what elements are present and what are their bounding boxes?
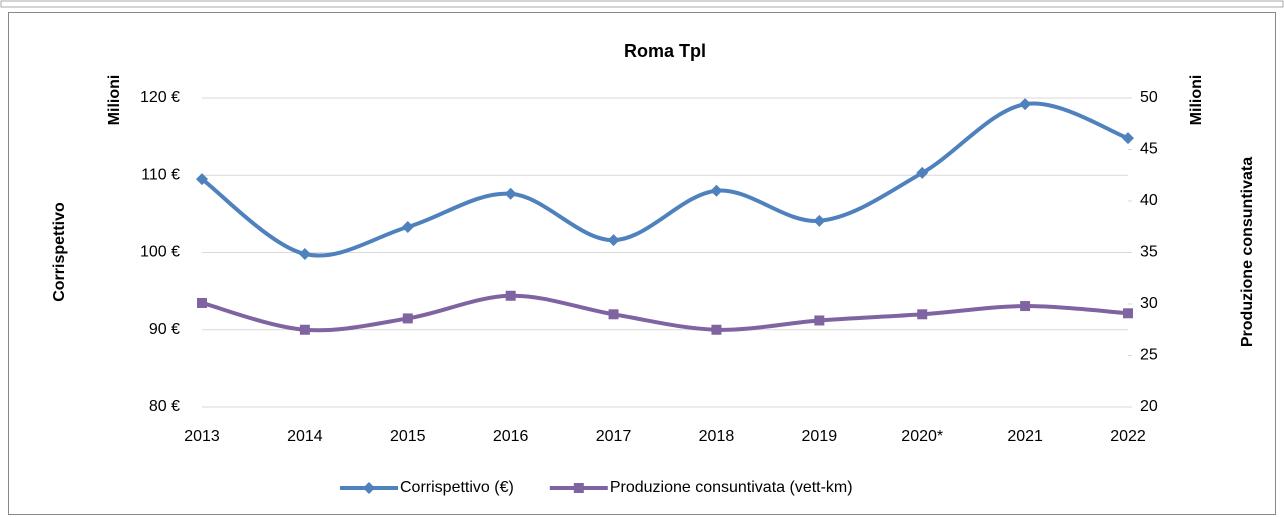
data-point — [916, 166, 929, 179]
data-point — [196, 173, 208, 186]
chart-frame — [8, 12, 1276, 515]
x-tick-label: 2015 — [390, 428, 426, 445]
data-point — [814, 315, 825, 326]
y2-tick-label: 45 — [1140, 141, 1158, 158]
legend-marker — [363, 482, 375, 494]
y2-axis-title: Produzione consuntivata — [1239, 157, 1256, 347]
y2-axis-unit: Milioni — [1188, 75, 1205, 126]
legend-marker — [573, 483, 584, 493]
y-tick-label: 80 € — [149, 398, 180, 415]
data-point — [197, 297, 207, 308]
data-point — [402, 313, 413, 324]
data-point — [504, 187, 517, 200]
x-tick-label: 2020* — [901, 428, 943, 445]
series-line — [200, 101, 1130, 258]
x-tick-label: 2022 — [1110, 428, 1146, 445]
y2-tick-label: 20 — [1140, 398, 1158, 415]
top-bar — [0, 0, 1284, 8]
data-point — [401, 221, 414, 234]
data-point — [917, 309, 928, 320]
data-point — [607, 234, 620, 247]
data-point — [298, 248, 311, 261]
y2-tick-label: 50 — [1140, 89, 1158, 106]
y-tick-label: 90 € — [149, 321, 180, 338]
legend-label: Produzione consuntivata (vett-km) — [610, 479, 853, 496]
data-point — [711, 324, 722, 335]
y-axis-title: Corrispettivo — [51, 202, 68, 302]
data-point — [1123, 308, 1133, 319]
data-point — [505, 290, 516, 301]
x-tick-label: 2021 — [1007, 428, 1043, 445]
data-point — [299, 324, 310, 335]
x-tick-label: 2018 — [699, 428, 735, 445]
data-point — [608, 309, 619, 320]
legend-label: Corrispettivo (€) — [400, 479, 514, 496]
data-point — [1019, 98, 1032, 111]
y2-tick-label: 30 — [1140, 295, 1158, 312]
series-line — [200, 293, 1130, 333]
y-tick-label: 120 € — [140, 89, 180, 106]
y-tick-label: 100 € — [140, 244, 180, 261]
data-point — [1122, 132, 1134, 145]
x-tick-label: 2017 — [596, 428, 632, 445]
x-tick-label: 2014 — [287, 428, 323, 445]
y2-tick-label: 35 — [1140, 244, 1158, 261]
x-tick-label: 2013 — [184, 428, 220, 445]
x-tick-label: 2019 — [802, 428, 838, 445]
data-point — [1020, 301, 1031, 312]
y-tick-label: 110 € — [141, 166, 180, 183]
chart-title: Roma Tpl — [624, 41, 706, 61]
data-point — [710, 184, 723, 197]
data-point — [813, 214, 826, 227]
x-tick-label: 2016 — [493, 428, 529, 445]
y2-tick-label: 40 — [1140, 192, 1158, 209]
y2-tick-label: 25 — [1140, 347, 1158, 364]
y-axis-unit: Milioni — [106, 75, 123, 126]
